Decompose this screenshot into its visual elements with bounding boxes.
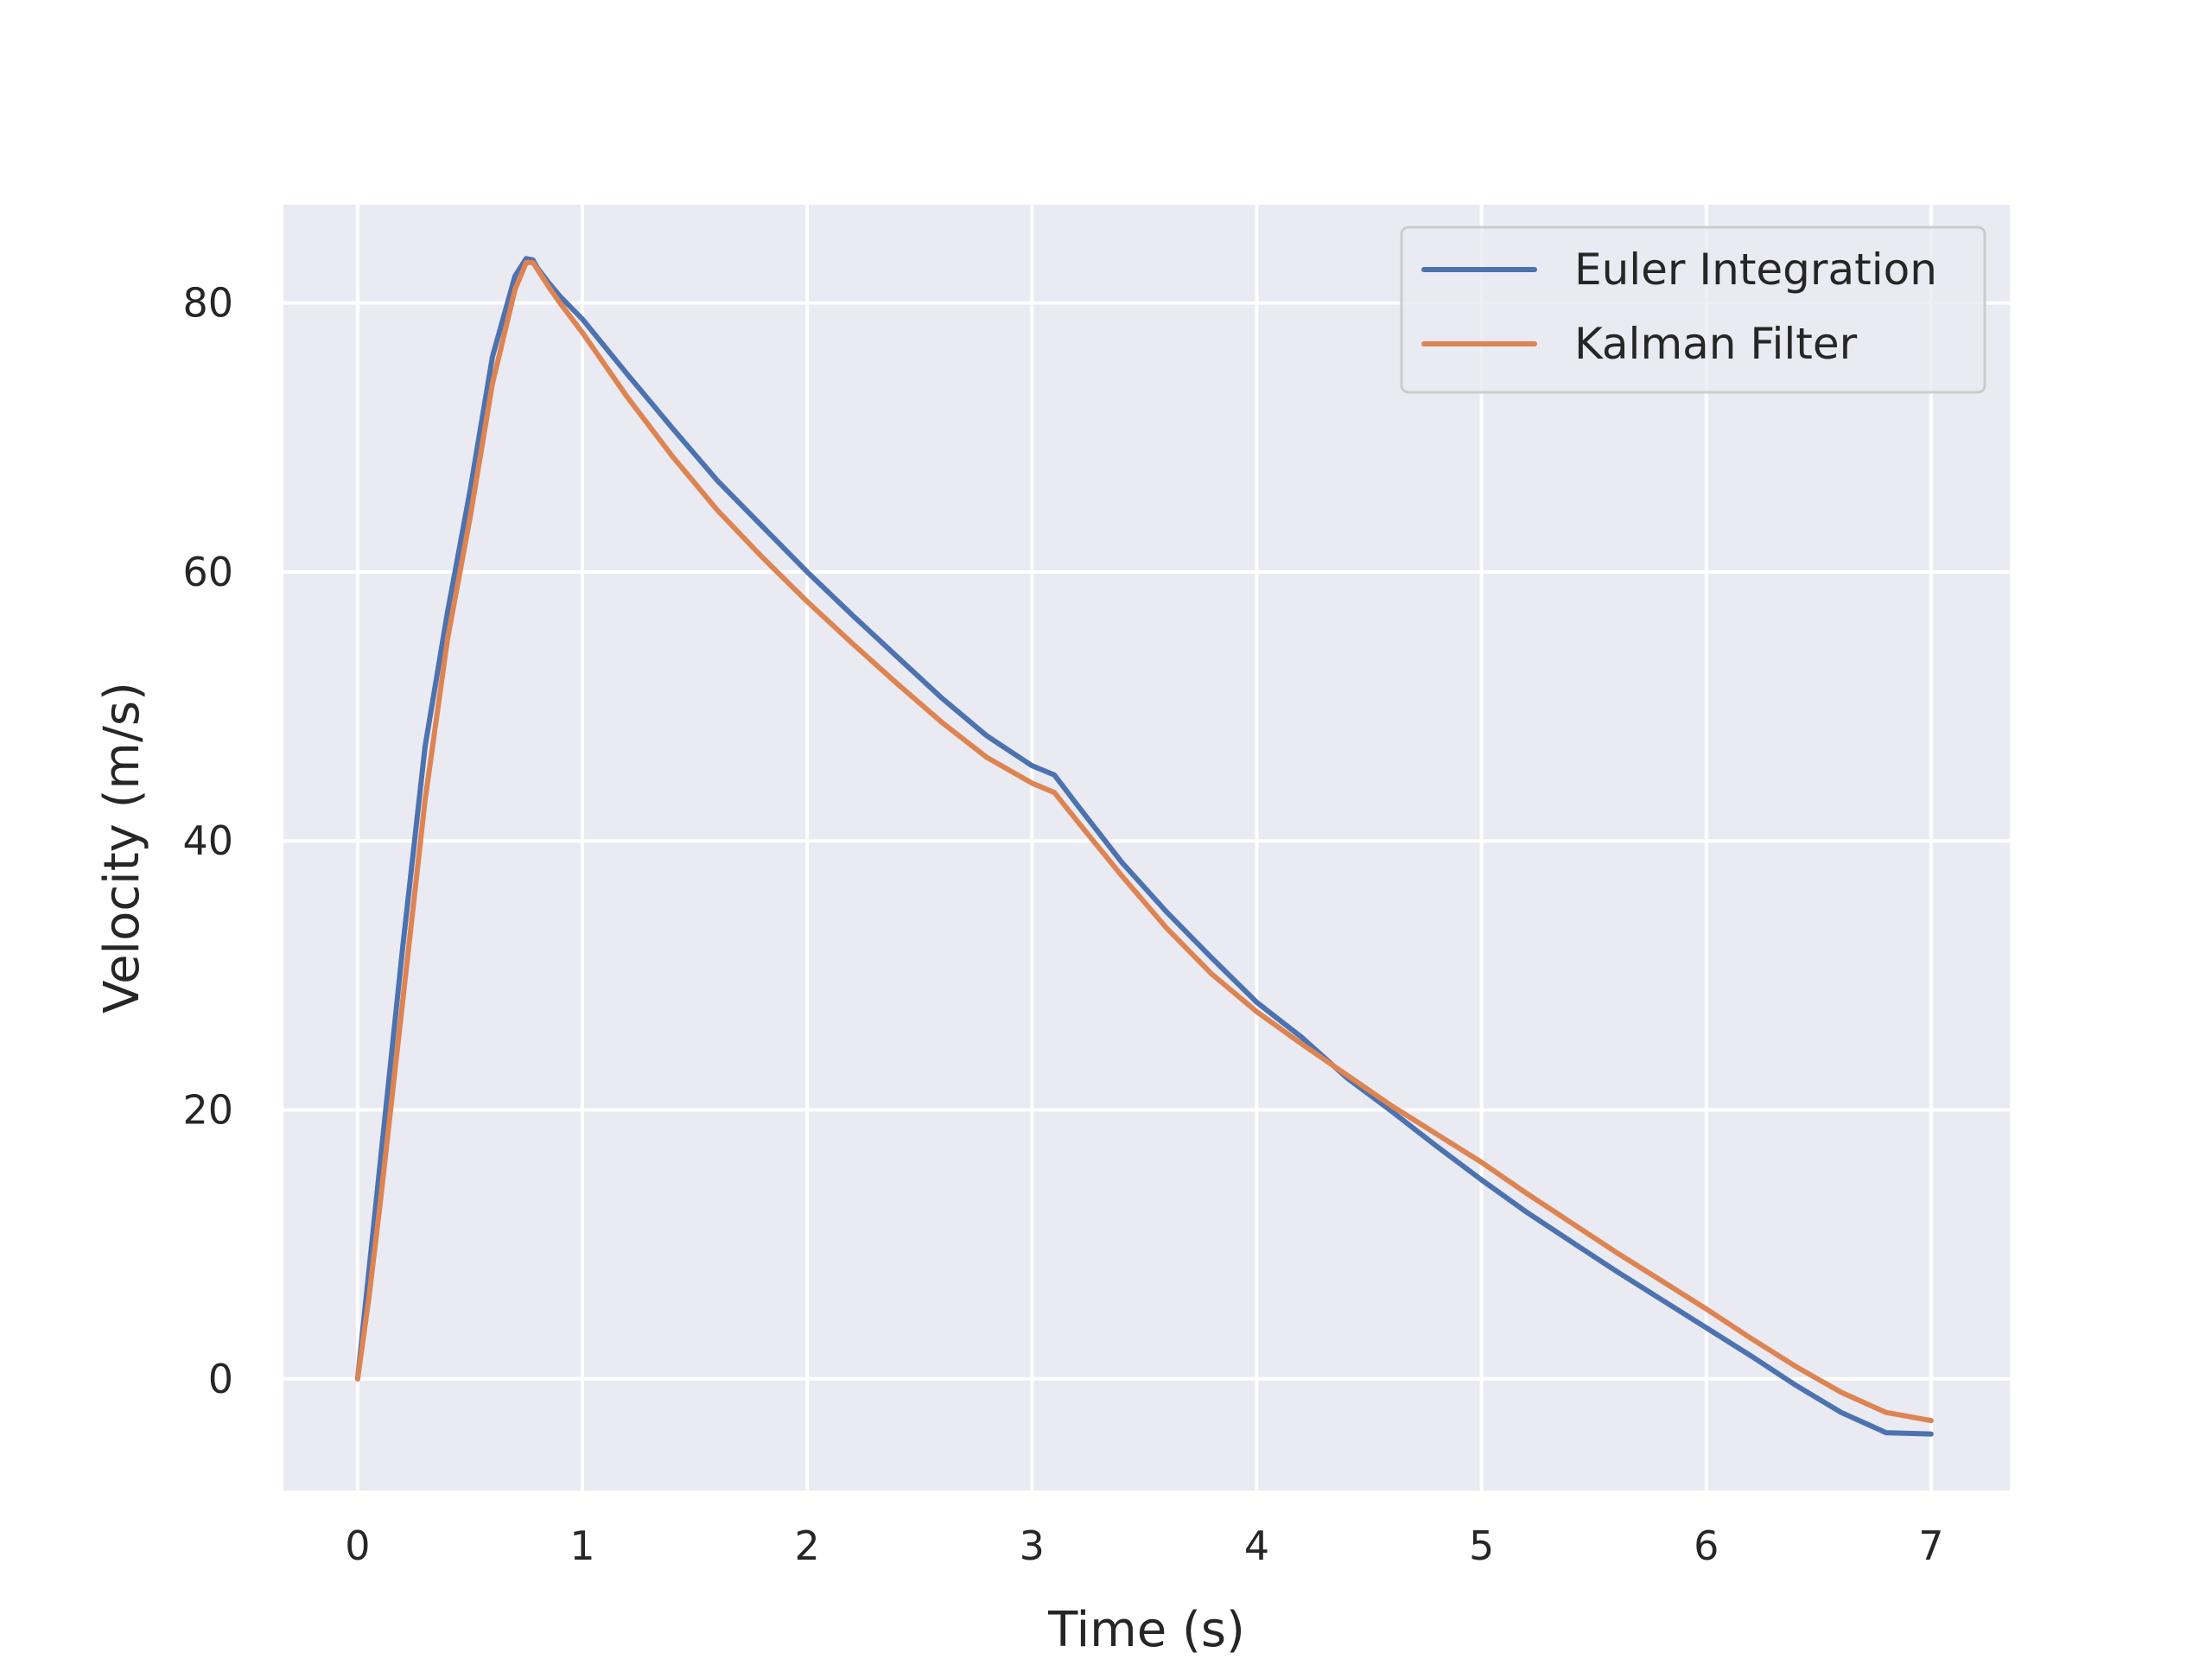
plot-background xyxy=(283,205,2010,1491)
y-tick-label: 80 xyxy=(182,280,233,327)
legend-frame xyxy=(1400,226,1986,394)
x-tick-labels: 0 1 2 3 4 5 6 7 xyxy=(345,1522,1943,1569)
x-tick-label: 7 xyxy=(1918,1522,1943,1569)
y-tick-label: 20 xyxy=(182,1087,233,1134)
legend: Euler Integration Kalman Filter xyxy=(1400,226,1986,394)
y-tick-label: 0 xyxy=(208,1356,233,1402)
x-tick-label: 3 xyxy=(1020,1522,1045,1569)
y-tick-label: 40 xyxy=(182,817,233,864)
x-tick-label: 5 xyxy=(1469,1522,1494,1569)
x-axis-label: Time (s) xyxy=(1047,1602,1245,1658)
x-tick-label: 0 xyxy=(345,1522,370,1569)
x-tick-label: 4 xyxy=(1244,1522,1269,1569)
series-line-euler xyxy=(354,256,1934,1437)
series-line-kalman xyxy=(354,259,1934,1424)
y-tick-label: 60 xyxy=(182,549,233,595)
y-tick-labels: 0 20 40 60 80 xyxy=(182,280,233,1402)
legend-label-euler: Euler Integration xyxy=(1574,245,1937,295)
x-tick-label: 6 xyxy=(1694,1522,1719,1569)
series-layer xyxy=(354,256,1934,1437)
legend-label-kalman: Kalman Filter xyxy=(1574,319,1858,369)
x-tick-label: 1 xyxy=(569,1522,594,1569)
y-axis-label: Velocity (m/s) xyxy=(94,682,150,1014)
x-tick-label: 2 xyxy=(795,1522,820,1569)
